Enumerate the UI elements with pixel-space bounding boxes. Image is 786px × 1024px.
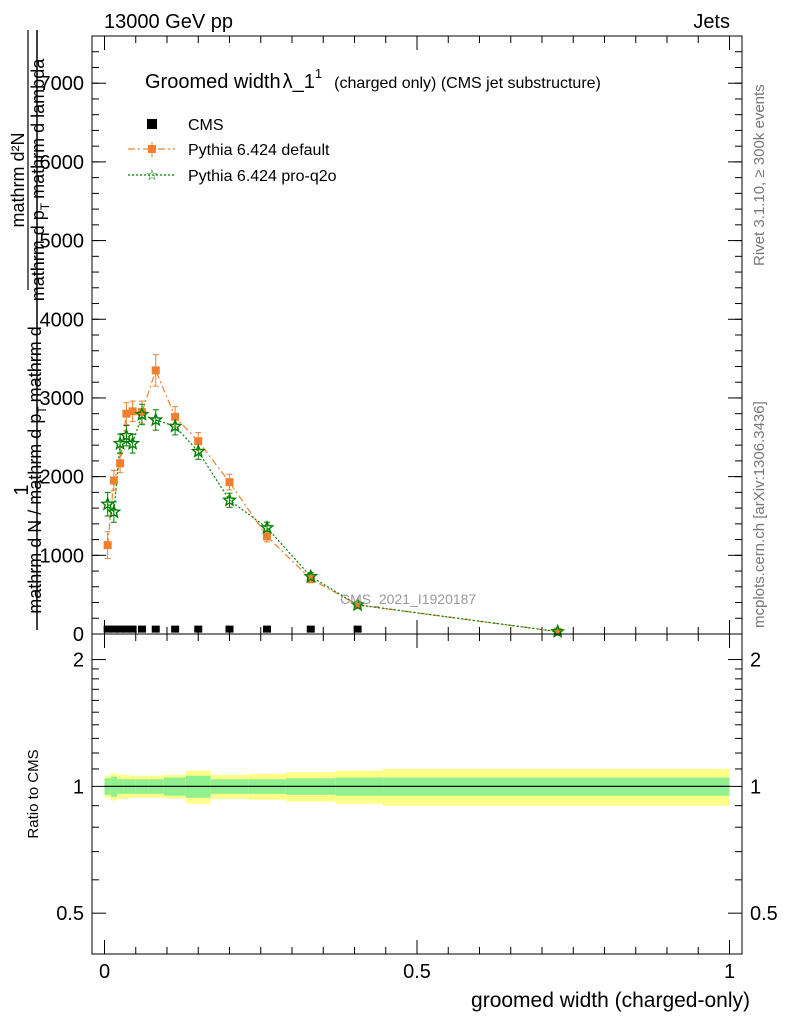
header-right: Jets [693,11,730,33]
series-proq2o-point [167,418,183,433]
series-default-point [151,366,160,375]
main-ytick-label: 2000 [40,467,85,489]
series-proq2o-point [350,596,366,612]
series-cms-point [151,625,160,633]
main-ytick-label: 4000 [40,309,85,331]
watermark: CMS_2021_I1920187 [340,591,476,607]
series-cms-point [138,625,146,633]
series-cms-point [128,625,137,633]
series-cms-point [122,625,131,633]
ratio-ytick-label-right: 1 [750,776,761,798]
legend-cms-label: CMS [188,117,224,134]
series-proq2o-point [125,435,141,450]
chart-title-main: Groomed width [145,71,281,93]
series-default-point [194,437,203,446]
xtick-label: 1 [724,961,735,983]
ratio-plot-area: 0.5 0.5 1 1 2 2 0 0.5 1 [56,634,778,983]
series-proq2o-line [107,413,558,633]
legend-proq2o-label: Pythia 6.424 pro-q2o [188,168,337,185]
series-proq2o-point [190,443,206,458]
main-ylabel-frac-top: 1 [11,484,33,495]
chart-title-suffix: (charged only) (CMS jet substructure) [334,75,601,92]
main-ytick-label: 5000 [40,231,85,253]
series-cms-point [263,625,271,633]
series-cms-point [194,625,203,633]
series-default-point [263,532,271,541]
ratio-ytick-label-right: 0.5 [750,903,778,925]
series-cms-point [353,625,362,633]
main-plot-area: 0 1000 2000 3000 4000 5000 6000 7000 [40,35,742,646]
rivet-label: Rivet 3.1.10, ≥ 300k events [751,84,768,266]
main-ylabel-den: mathrm d pTmathrm d lambda [28,58,52,301]
xtick-label: 0.5 [403,961,431,983]
ratio-ytick-label: 0.5 [56,903,84,925]
series-default-point [109,476,118,485]
mcplots-label: mcplots.cern.ch [arXiv:1306.3436] [751,401,768,628]
series-default-point [353,600,362,609]
series-default-point [116,459,125,468]
series-proq2o-point [303,568,319,583]
series-proq2o-point [259,519,275,535]
legend-default-marker [148,145,156,153]
main-ytick-label: 1000 [40,545,85,567]
series-default-point [128,407,137,416]
ratio-ytick-label-right: 2 [750,650,761,672]
legend-default-label: Pythia 6.424 default [188,142,330,159]
series-default-line [107,368,558,633]
series-cms-point [171,625,180,633]
main-ytick-label: 6000 [40,152,85,174]
ratio-ytick-label: 1 [73,776,84,798]
series-cms-point [116,625,125,633]
main-ylabel-num: mathrm d²N [8,132,28,227]
legend-proq2o-marker: ☆ [145,167,158,184]
series-default-point [103,541,112,550]
series-cms-point [103,625,112,633]
series-proq2o-point [134,406,150,421]
legend: CMS Pythia 6.424 default ☆ Pythia 6.424 … [128,117,337,185]
main-ytick-label: 0 [73,624,84,646]
series-cms-point [109,625,118,633]
series-proq2o-point [106,504,122,519]
series-proq2o-point [112,435,128,450]
series-proq2o-point [118,427,134,443]
main-ytick-label: 7000 [40,73,85,95]
main-ylabel: 1 mathrm d N / mathrm d pTmathrm d mathr… [8,30,52,630]
series-cms-point [225,625,234,633]
series-default-point [122,409,131,418]
series-default-point [138,408,146,417]
main-ylabel-den-outer: mathrm d N / mathrm d pTmathrm d [25,326,49,613]
series-default-point [553,627,562,636]
chart-title: Groomed width λ_11 (charged only) (CMS jet… [145,66,601,93]
series-proq2o-point [148,412,164,427]
main-ytick-label: 3000 [40,388,85,410]
xtick-label: 0 [99,961,110,983]
series-cms-point [306,625,315,633]
series-default-point [171,412,180,421]
series-default-point [225,478,234,487]
series-proq2o-point [100,496,116,511]
legend-cms-marker [147,119,157,129]
header-left: 13000 GeV pp [104,11,233,33]
chart-title-sup: 1 [315,66,322,81]
xlabel: groomed width (charged-only) [471,989,750,1012]
ratio-ylabel: Ratio to CMS [25,749,42,838]
series-proq2o-point [221,492,238,507]
ratio-ytick-label: 2 [73,650,84,672]
chart-title-lambda: λ_1 [283,71,315,93]
